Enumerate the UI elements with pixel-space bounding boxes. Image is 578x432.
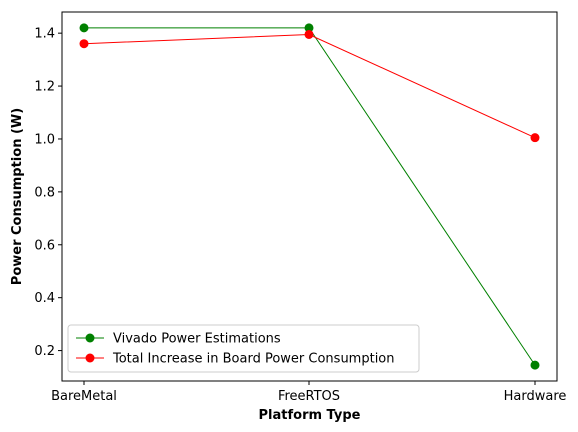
legend-marker	[85, 353, 95, 363]
x-axis: BareMetal FreeRTOS Hardware	[51, 381, 566, 404]
plot-area	[79, 23, 540, 370]
y-tick-label: 0.2	[34, 344, 55, 359]
data-point	[530, 360, 540, 370]
data-point	[304, 23, 314, 33]
y-tick-label: 0.8	[34, 185, 55, 200]
x-axis-title: Platform Type	[259, 408, 361, 423]
data-point	[304, 29, 314, 39]
data-point	[79, 39, 89, 49]
x-tick-label: Hardware	[504, 389, 567, 404]
legend: Vivado Power Estimations Total Increase i…	[67, 324, 420, 373]
y-tick-label: 1.0	[34, 132, 55, 147]
y-tick-label: 0.6	[34, 238, 55, 253]
y-axis: 0.2 0.4 0.6 0.8 1.0 1.2 1.4	[34, 27, 62, 359]
legend-label: Total Increase in Board Power Consumptio…	[112, 352, 395, 367]
legend-label: Vivado Power Estimations	[113, 332, 281, 347]
legend-box	[67, 324, 420, 373]
y-tick-label: 1.4	[34, 27, 55, 42]
legend-marker	[85, 333, 95, 343]
x-tick-label: FreeRTOS	[278, 389, 340, 404]
data-point	[79, 23, 89, 33]
data-point	[530, 133, 540, 143]
series-line-1	[84, 27, 536, 366]
y-tick-label: 1.2	[34, 80, 55, 95]
x-tick-label: BareMetal	[51, 389, 117, 404]
series-line-2	[83, 33, 536, 139]
y-tick-label: 0.4	[34, 291, 55, 306]
y-axis-title: Power Consumption (W)	[10, 108, 25, 285]
